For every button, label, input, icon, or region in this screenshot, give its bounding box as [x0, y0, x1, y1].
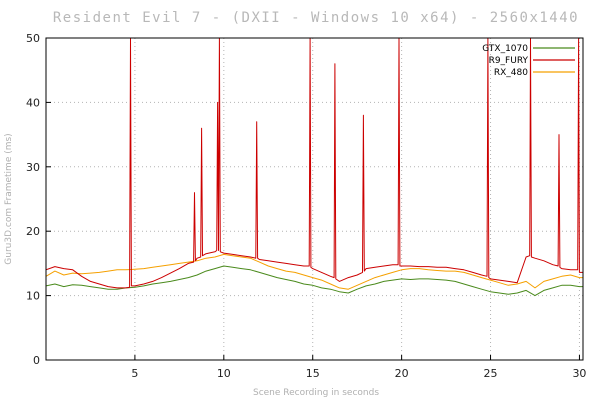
series-lines — [46, 38, 583, 297]
x-tick-label: 10 — [217, 367, 231, 380]
legend-label: GTX_1070 — [482, 44, 528, 54]
grid-lines — [46, 38, 583, 360]
y-tick-label: 30 — [26, 161, 40, 174]
series-line-rx-480 — [46, 253, 583, 290]
x-axis-label: Scene Recording in seconds — [253, 388, 379, 398]
legend-label: R9_FURY — [489, 56, 529, 66]
plot-frame — [45, 37, 584, 361]
series-line-r9-fury — [46, 38, 583, 289]
y-axis-label: Guru3D.com Frametime (ms) — [4, 133, 14, 264]
y-tick-label: 0 — [33, 354, 40, 367]
x-tick-label: 25 — [484, 367, 498, 380]
legend: GTX_1070 R9_FURY RX_480 — [482, 44, 575, 78]
x-tick-label: 20 — [395, 367, 409, 380]
tick-labels: 5 10 15 20 25 30 0 10 20 30 40 50 — [26, 32, 586, 380]
x-tick-label: 15 — [306, 367, 320, 380]
chart-title: Resident Evil 7 - (DXII - Windows 10 x64… — [53, 10, 579, 26]
y-tick-label: 20 — [26, 225, 40, 238]
y-tick-label: 50 — [26, 32, 40, 45]
x-tick-label: 5 — [131, 367, 138, 380]
x-tick-label: 30 — [572, 367, 586, 380]
y-tick-label: 10 — [26, 290, 40, 303]
legend-label: RX_480 — [494, 68, 528, 78]
series-line-gtx-1070 — [46, 265, 583, 297]
y-tick-label: 40 — [26, 96, 40, 109]
